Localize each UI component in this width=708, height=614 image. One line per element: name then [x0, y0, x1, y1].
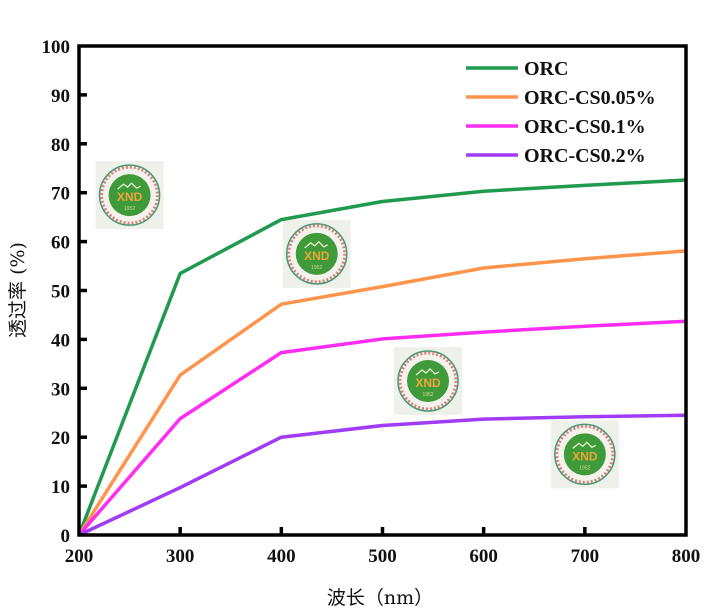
logo-text-ring	[398, 351, 458, 411]
watermark-logo: XND 1952	[282, 219, 351, 288]
logo-inner-circle	[108, 174, 151, 217]
y-tick-label: 0	[61, 526, 71, 547]
legend: ORC ORC-CS0.05% ORC-CS0.1% ORC-CS0.2%	[466, 58, 656, 167]
tick-marks	[79, 93, 587, 535]
logo-year: 1952	[311, 265, 322, 271]
mountain-icon	[415, 368, 440, 376]
logo-text: XND	[415, 376, 441, 390]
legend-label: ORC	[524, 58, 568, 80]
y-tick-label: 50	[51, 282, 70, 303]
logo-year: 1952	[422, 392, 433, 398]
logo-year: 1952	[579, 465, 590, 471]
y-axis-title: 透过率 (%)	[7, 242, 29, 338]
legend-item: ORC-CS0.2%	[466, 145, 646, 167]
legend-item: ORC	[466, 58, 568, 80]
x-axis-title: 波长（nm）	[327, 587, 433, 609]
watermark-logo: XND 1952	[550, 420, 619, 489]
logo-text: XND	[304, 249, 330, 263]
x-tick-label: 700	[571, 546, 600, 567]
y-tick-label: 30	[51, 379, 70, 400]
logo-year: 1952	[124, 206, 135, 212]
y-tick-label: 100	[42, 37, 71, 58]
series-line-orc-cs0-1-	[77, 319, 687, 537]
y-tick-label: 60	[51, 233, 70, 254]
legend-item: ORC-CS0.05%	[466, 87, 656, 109]
x-tick-label: 400	[267, 546, 296, 567]
x-tick-label: 500	[368, 546, 397, 567]
y-tick-labels: 0 10 20 30 40 50 60 70 80 90 100	[42, 37, 71, 547]
logo-text: XND	[117, 190, 143, 204]
x-tick-label: 200	[65, 546, 94, 567]
watermark-logo: XND 1952	[394, 346, 463, 415]
series-lines	[77, 178, 687, 537]
x-tick-label: 600	[469, 546, 498, 567]
y-tick-label: 40	[51, 330, 70, 351]
mountain-icon	[572, 441, 597, 449]
logo-text-ring	[100, 165, 160, 225]
logo-text-ring	[555, 424, 615, 484]
legend-label: ORC-CS0.05%	[524, 87, 656, 109]
legend-item: ORC-CS0.1%	[466, 116, 646, 138]
logo-inner-circle	[563, 433, 606, 476]
series-line-orc-cs0-05-	[77, 249, 687, 536]
watermark-logo: XND 1952	[95, 161, 164, 230]
series-line-orc-cs0-2-	[78, 413, 687, 537]
y-tick-label: 20	[51, 428, 70, 449]
logo-inner-circle	[295, 232, 338, 275]
logo-text: XND	[572, 449, 598, 463]
mountain-icon	[304, 240, 329, 249]
y-tick-label: 80	[51, 135, 70, 156]
x-tick-labels: 200 300 400 500 600 700 800	[65, 546, 701, 567]
series-line-orc	[77, 178, 687, 536]
x-tick-label: 300	[166, 546, 195, 567]
y-tick-label: 70	[51, 184, 70, 205]
mountain-icon	[117, 182, 141, 190]
legend-label: ORC-CS0.2%	[524, 145, 646, 167]
y-tick-label: 10	[51, 477, 70, 498]
x-tick-label: 800	[672, 546, 701, 567]
logo-inner-circle	[407, 359, 450, 402]
watermark-logos: XND 1952 XND 1952 XND 1952 XND 1952	[95, 161, 619, 489]
y-tick-label: 90	[51, 86, 70, 107]
legend-label: ORC-CS0.1%	[524, 116, 646, 138]
